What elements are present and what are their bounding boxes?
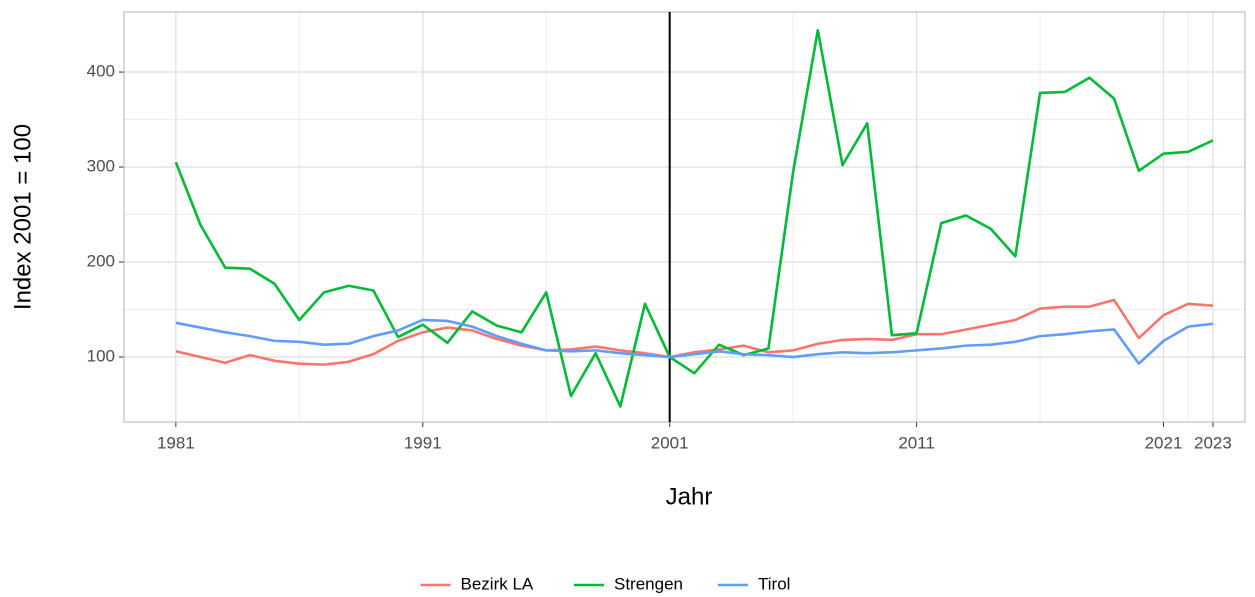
x-tick-label: 1981 <box>157 433 195 452</box>
y-axis-title: Index 2001 = 100 <box>9 124 36 310</box>
x-axis-title: Jahr <box>666 483 713 510</box>
line <box>175 298 1213 366</box>
y-tick-label: 100 <box>87 347 115 366</box>
x-tick-label: 2001 <box>651 433 689 452</box>
legend-label: Tirol <box>758 574 790 593</box>
y-tick-label: 400 <box>87 62 115 81</box>
y-tick-label: 200 <box>87 252 115 271</box>
x-tick-label: 2011 <box>898 433 935 452</box>
line <box>175 318 1214 365</box>
y-tick-label: 300 <box>87 157 115 176</box>
legend-label: Bezirk LA <box>461 574 534 593</box>
legend-label: Strengen <box>614 574 683 593</box>
plot-border <box>123 11 1246 423</box>
x-tick-label: 2021 <box>1145 433 1183 452</box>
x-tick-label: 1991 <box>404 433 442 452</box>
line <box>174 28 1214 408</box>
x-tick-label: 2023 <box>1194 433 1232 452</box>
